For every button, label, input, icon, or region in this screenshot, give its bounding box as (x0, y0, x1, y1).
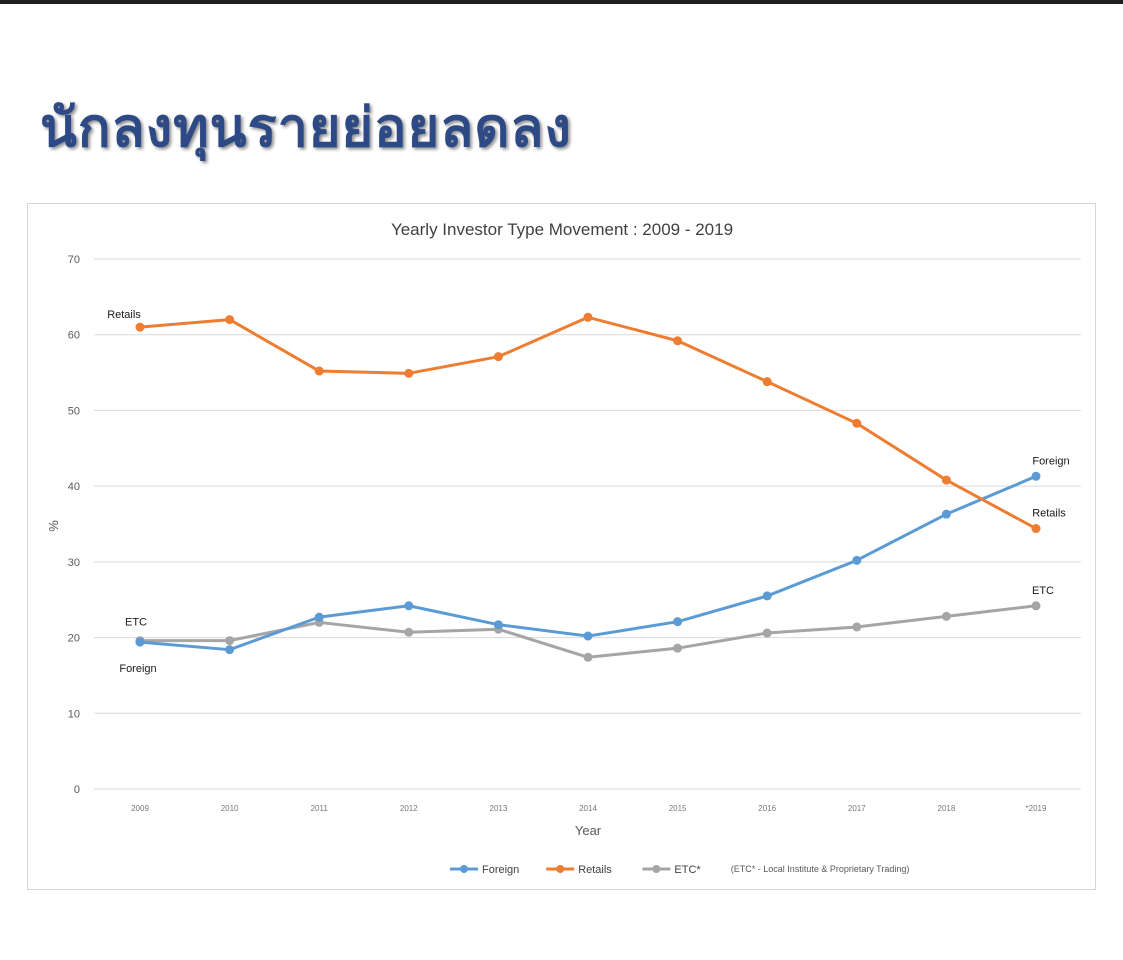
data-point-retails (1031, 524, 1041, 534)
legend-marker-etc (652, 865, 661, 873)
data-point-etc (762, 628, 772, 638)
annotation-label: Foreign (1032, 455, 1069, 467)
data-point-retails (404, 368, 414, 378)
data-point-foreign (314, 612, 324, 622)
x-tick-label: 2014 (579, 804, 597, 813)
legend-marker-retails (556, 865, 565, 873)
y-tick-label: 0 (74, 784, 80, 796)
legend-note: (ETC* - Local Institute & Proprietary Tr… (731, 864, 910, 874)
annotation-label: ETC (125, 617, 147, 629)
data-point-retails (762, 377, 772, 387)
data-point-retails (941, 475, 951, 485)
data-point-retails (314, 366, 324, 376)
x-tick-label: 2015 (669, 804, 687, 813)
legend-label-foreign: Foreign (482, 864, 519, 876)
data-point-foreign (135, 637, 145, 647)
data-point-foreign (1031, 471, 1041, 481)
x-tick-label: *2019 (1026, 804, 1047, 813)
y-tick-label: 10 (68, 708, 80, 720)
data-point-etc (225, 636, 235, 646)
gridlines (94, 258, 1081, 790)
data-point-etc (404, 627, 414, 637)
legend-label-etc: ETC* (674, 864, 701, 876)
data-point-etc (852, 622, 862, 632)
series-foreign (135, 471, 1041, 655)
x-tick-label: 2013 (490, 804, 508, 813)
annotations: Retails ETC Foreign Foreign Retails ETC (107, 309, 1069, 675)
series-etc (135, 601, 1041, 662)
data-point-etc (1031, 601, 1041, 611)
x-tick-label: 2012 (400, 804, 418, 813)
line-chart: Yearly Investor Type Movement : 2009 - 2… (46, 220, 1081, 876)
y-tick-label: 50 (68, 405, 80, 417)
data-point-etc (673, 643, 683, 653)
y-tick-label: 70 (68, 254, 80, 266)
x-tick-label: 2017 (848, 804, 866, 813)
legend-marker-foreign (460, 865, 468, 873)
data-point-foreign (673, 617, 683, 627)
chart-frame: Yearly Investor Type Movement : 2009 - 2… (27, 203, 1096, 890)
x-axis-label: Year (575, 823, 602, 838)
series-line-retails (139, 315, 1037, 530)
data-point-retails (135, 322, 145, 332)
series-line-etc (140, 604, 1037, 659)
data-point-retails (852, 418, 862, 428)
data-point-foreign (583, 631, 593, 641)
annotation-label: Foreign (119, 663, 156, 675)
legend: Foreign Retails ETC* (ETC* - Local Institut… (450, 864, 909, 876)
slide-title: นักลงทุนรายย่อยลดลง (40, 95, 572, 159)
data-point-retails (583, 312, 593, 322)
x-tick-label: 2010 (221, 804, 239, 813)
x-tick-label: 2011 (311, 804, 329, 813)
x-tick-label: 2016 (758, 804, 776, 813)
annotation-label: Retails (107, 309, 141, 321)
series-layer (135, 312, 1041, 662)
x-tick-label: 2009 (131, 804, 149, 813)
series-line-foreign (139, 474, 1037, 652)
top-bar (0, 0, 1123, 4)
annotation-label: ETC (1032, 585, 1054, 597)
y-axis-label: % (46, 520, 61, 532)
data-point-foreign (762, 591, 772, 601)
data-point-foreign (404, 601, 414, 611)
data-point-foreign (225, 645, 235, 655)
y-tick-label: 20 (68, 633, 80, 645)
data-point-etc (583, 652, 593, 662)
legend-label-retails: Retails (578, 864, 612, 876)
x-axis-ticks: 2009 2010 2011 2012 2013 2014 2015 2016 2017 2018… (131, 804, 1047, 813)
y-axis-ticks: 0 10 20 30 40 50 60 70 (68, 254, 80, 796)
chart-title: Yearly Investor Type Movement : 2009 - 2… (391, 220, 733, 239)
data-point-foreign (493, 620, 503, 630)
y-tick-label: 60 (68, 330, 80, 342)
annotation-label: Retails (1032, 508, 1066, 520)
y-tick-label: 40 (68, 481, 80, 493)
data-point-retails (673, 336, 683, 346)
data-point-foreign (941, 509, 951, 519)
data-point-retails (493, 352, 503, 362)
data-point-foreign (852, 555, 862, 565)
data-point-etc (941, 611, 951, 621)
y-tick-label: 30 (68, 557, 80, 569)
x-tick-label: 2018 (938, 804, 956, 813)
data-point-retails (225, 315, 235, 325)
series-retails (135, 312, 1041, 534)
